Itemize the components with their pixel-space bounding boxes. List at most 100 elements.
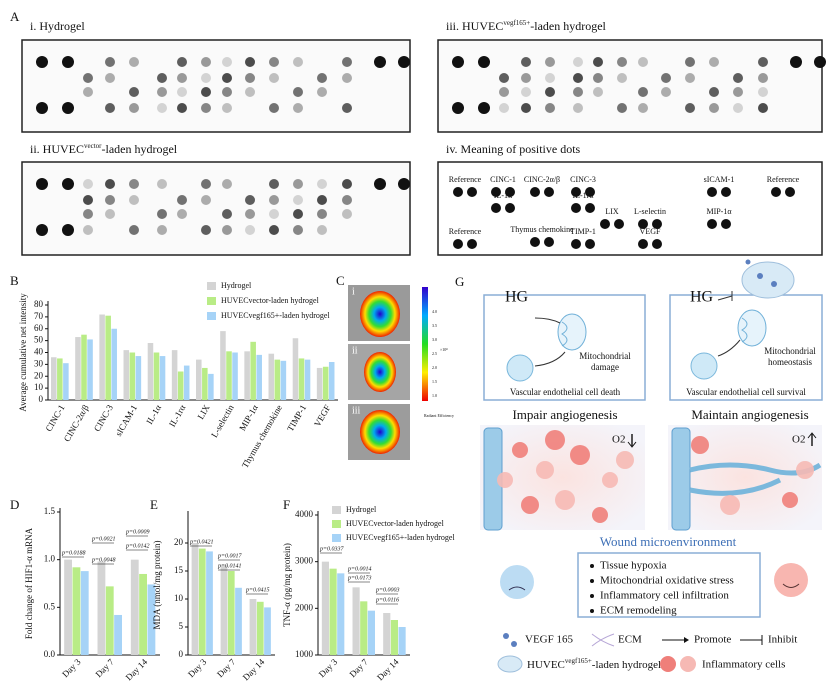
blot-title: ii. HUVECvector-laden hydrogel — [30, 142, 178, 156]
blot-dot — [317, 195, 327, 205]
legend-dot — [571, 203, 581, 213]
happy-face — [774, 563, 808, 597]
dot-label: Reference — [449, 175, 482, 184]
blot-dot — [293, 57, 303, 67]
colorbar-tick: 3.0 — [432, 337, 437, 342]
blot-dot — [177, 87, 187, 97]
blot-dot — [83, 73, 93, 83]
y-tick-label: 15 — [174, 565, 184, 575]
y-tick-label: 1.0 — [44, 554, 56, 564]
blot-dot — [374, 56, 386, 68]
inflammatory-cell — [720, 495, 740, 515]
bar — [139, 573, 147, 655]
bullet — [590, 609, 594, 613]
blot-dot — [293, 103, 303, 113]
blot-dot — [452, 102, 464, 114]
p-value: p=0.0421 — [189, 538, 214, 545]
blot-dot — [36, 102, 48, 114]
inflammatory-cell — [570, 445, 590, 465]
blot-dot — [685, 57, 695, 67]
text-part: -laden hydrogel — [102, 142, 178, 156]
p-value: p=0.0337 — [319, 546, 345, 552]
legend-dot — [707, 219, 717, 229]
p-value: p=0.0173 — [347, 575, 372, 581]
blot-dot — [374, 178, 386, 190]
inflammatory-cell — [782, 492, 798, 508]
blot-dot — [201, 87, 211, 97]
blot-dot — [398, 56, 410, 68]
blot-dot — [245, 57, 255, 67]
superscript: vegf165+ — [565, 657, 592, 665]
signal — [360, 291, 400, 337]
blot-dot — [593, 57, 603, 67]
blot-dot — [317, 87, 327, 97]
blot-dot — [317, 209, 327, 219]
y-tick-label: 3000 — [295, 556, 314, 566]
y-tick-label: 5 — [179, 621, 184, 631]
p-value: p=0.0003 — [375, 587, 400, 593]
legend-vegf — [503, 633, 509, 639]
text-part: HUVEC — [527, 659, 565, 671]
schematic-text: Inhibit — [768, 634, 797, 646]
blot-dot — [499, 73, 509, 83]
mitochondrion — [737, 309, 767, 347]
blot-dot — [177, 195, 187, 205]
hydrogel-icon — [741, 261, 795, 299]
x-tick-label: VEGF — [312, 403, 332, 428]
y-tick-label: 80 — [34, 299, 44, 309]
legend-vegf — [511, 641, 517, 647]
inflammatory-cell — [616, 451, 634, 469]
blot-dot — [269, 195, 279, 205]
bar — [64, 559, 72, 655]
legend-dot — [600, 219, 610, 229]
bar — [75, 337, 81, 400]
p-value: p=0.0017 — [217, 553, 243, 559]
bar — [274, 359, 281, 400]
legend-dot — [467, 239, 477, 249]
blot-dot — [157, 225, 167, 235]
imaging-panel — [348, 285, 428, 460]
blot-dot — [62, 102, 74, 114]
blot-dot — [222, 57, 232, 67]
bar — [256, 601, 264, 655]
bar — [304, 359, 311, 400]
y-tick-label: 20 — [34, 370, 44, 380]
schematic-text: VEGF 165 — [525, 634, 573, 646]
blot-dot — [269, 73, 279, 83]
inhibit — [717, 295, 733, 301]
x-tick-label: TIMP-1 — [285, 403, 308, 433]
inflammatory-cell — [536, 461, 554, 479]
x-tick-label: Day 14 — [241, 656, 267, 682]
y-axis-label: TNF-α (pg/mg protein) — [282, 543, 292, 627]
blot-dot — [545, 73, 555, 83]
bar — [232, 352, 238, 400]
legend-dot — [638, 239, 648, 249]
legend-cell — [680, 656, 696, 672]
legend-dot — [571, 187, 581, 197]
blot-dot — [201, 179, 211, 189]
schematic-text: Inflammatory cell infiltration — [600, 590, 729, 602]
x-tick-label: LIX — [195, 403, 211, 421]
vessel — [671, 427, 691, 531]
legend-label: HUVECvector-laden hydrogel — [221, 296, 320, 305]
y-tick-label: 0 — [179, 649, 184, 659]
text-part: ii. HUVEC — [30, 142, 84, 156]
x-tick-label: Day 14 — [124, 656, 150, 682]
schematic-text: Vascular endothelial cell survival — [686, 387, 806, 397]
bar — [352, 587, 360, 655]
blot-dot — [617, 57, 627, 67]
schematic-text: Inflammatory cells — [702, 659, 785, 671]
legend-ecm — [591, 633, 615, 647]
cells — [497, 430, 814, 523]
bar — [111, 328, 117, 400]
blot-dot — [105, 103, 115, 113]
x-tick-label: MIP-1α — [237, 403, 260, 433]
schematic-text: Promote — [694, 634, 731, 646]
blot-dot — [177, 209, 187, 219]
bar — [177, 371, 184, 400]
blot-dot — [317, 73, 327, 83]
blot-dot — [201, 103, 211, 113]
dot-label: TIMP-1 — [570, 227, 596, 236]
x-tick-label: Day 7 — [347, 656, 370, 679]
bar — [171, 350, 178, 400]
